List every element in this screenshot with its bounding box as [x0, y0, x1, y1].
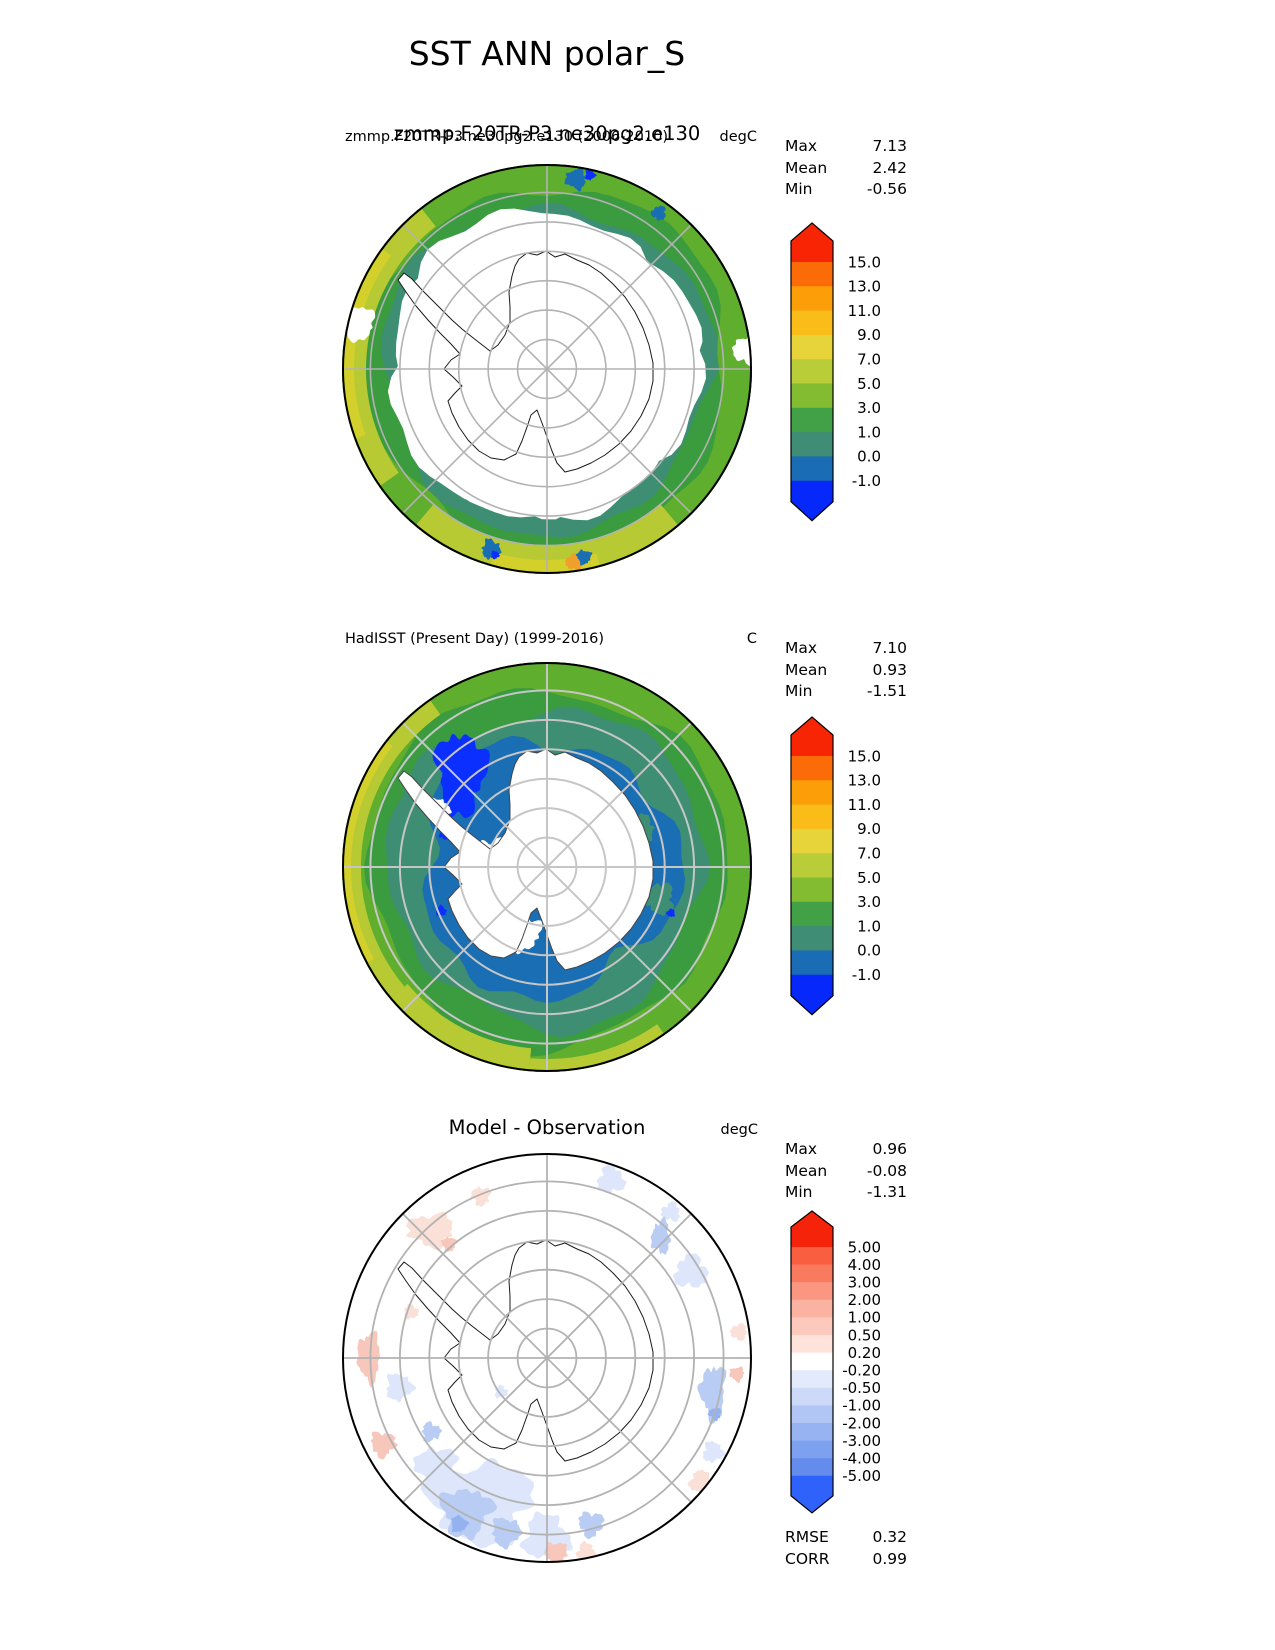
svg-text:0.20: 0.20 [848, 1344, 881, 1362]
stat-value: -0.08 [866, 1161, 907, 1180]
colorbar-model-sst: 15.0 13.0 11.0 9.0 7.0 5.0 3.0 1.0 0.0 -1.0 [790, 222, 881, 522]
panel1-stats: Max 7.13 Mean 2.42 Min -0.56 [785, 136, 907, 201]
panel1-title-left: zmmp.F20TR-P3.ne30pg2.e130 (2006-2010) [345, 129, 668, 145]
stat-row: Mean 2.42 [785, 158, 907, 180]
svg-text:9.0: 9.0 [857, 326, 881, 344]
colorbar-diff: 5.004.003.002.001.000.500.20-0.20-0.50-1… [790, 1210, 881, 1514]
svg-text:1.0: 1.0 [857, 423, 881, 441]
svg-text:-4.00: -4.00 [842, 1450, 881, 1468]
svg-text:5.0: 5.0 [857, 375, 881, 393]
map-hadisst-sst [342, 662, 752, 1072]
svg-text:3.0: 3.0 [857, 893, 881, 911]
svg-text:5.00: 5.00 [848, 1238, 881, 1256]
svg-text:-2.00: -2.00 [842, 1414, 881, 1432]
svg-text:5.0: 5.0 [857, 869, 881, 887]
svg-text:-1.0: -1.0 [852, 472, 881, 490]
stat-value: -1.51 [866, 682, 907, 701]
stat-value: -0.56 [866, 180, 907, 199]
svg-text:3.00: 3.00 [848, 1274, 881, 1292]
svg-text:-1.0: -1.0 [852, 966, 881, 984]
panel3-units-label: degC [720, 1122, 758, 1138]
panel3-stats: Max 0.96 Mean -0.08 Min -1.31 [785, 1139, 907, 1204]
metric-value: 0.99 [872, 1549, 907, 1568]
stat-label: Mean [785, 660, 828, 679]
stat-row: Mean 0.93 [785, 660, 907, 682]
stat-label: Min [785, 682, 813, 701]
stat-value: 0.93 [872, 660, 907, 679]
stat-label: Max [785, 137, 818, 155]
map-model-sst [342, 164, 752, 574]
svg-text:1.00: 1.00 [848, 1309, 881, 1327]
svg-text:13.0: 13.0 [848, 278, 881, 296]
stat-value: 7.13 [872, 137, 907, 155]
stat-row: Mean -0.08 [785, 1161, 907, 1183]
svg-text:0.50: 0.50 [848, 1326, 881, 1344]
svg-text:2.00: 2.00 [848, 1291, 881, 1309]
svg-text:7.0: 7.0 [857, 351, 881, 369]
stat-label: Mean [785, 1161, 828, 1180]
stat-label: Mean [785, 158, 828, 177]
svg-text:-3.00: -3.00 [842, 1432, 881, 1450]
stat-row: Min -1.51 [785, 681, 907, 703]
figure-title: SST ANN polar_S [408, 34, 686, 73]
svg-text:11.0: 11.0 [848, 302, 881, 320]
metric-row: RMSE 0.32 [785, 1527, 907, 1549]
svg-text:1.0: 1.0 [857, 917, 881, 935]
svg-text:15.0: 15.0 [848, 253, 881, 271]
stat-value: 7.10 [872, 639, 907, 657]
metric-value: 0.32 [872, 1528, 907, 1546]
stat-label: Max [785, 639, 818, 657]
stat-value: 2.42 [872, 158, 907, 177]
panel3-metrics: RMSE 0.32 CORR 0.99 [785, 1527, 907, 1570]
svg-text:0.0: 0.0 [857, 448, 881, 466]
stat-row: Min -1.31 [785, 1182, 907, 1204]
stat-value: 0.96 [872, 1140, 907, 1158]
svg-text:-5.00: -5.00 [842, 1467, 881, 1485]
stat-label: Max [785, 1140, 818, 1158]
stat-row: Min -0.56 [785, 179, 907, 201]
stat-label: Min [785, 180, 813, 199]
svg-text:13.0: 13.0 [848, 772, 881, 790]
stat-row: Max 7.10 [785, 638, 907, 660]
svg-text:0.0: 0.0 [857, 942, 881, 960]
svg-text:15.0: 15.0 [848, 747, 881, 765]
svg-text:-0.20: -0.20 [842, 1362, 881, 1380]
svg-text:-1.00: -1.00 [842, 1397, 881, 1415]
panel1-units-label: degC [719, 129, 757, 145]
panel2-units-label: C [746, 631, 757, 647]
panel1-title-center: zmmp.F20TR-P3.ne30pg2.e130 [393, 122, 701, 145]
panel3-title-center: Model - Observation [448, 1116, 646, 1139]
panel2-stats: Max 7.10 Mean 0.93 Min -1.51 [785, 638, 907, 703]
stat-value: -1.31 [866, 1183, 907, 1202]
svg-text:9.0: 9.0 [857, 820, 881, 838]
svg-text:11.0: 11.0 [848, 796, 881, 814]
stat-row: Max 7.13 [785, 136, 907, 158]
stat-label: Min [785, 1183, 813, 1202]
map-model-minus-obs [342, 1153, 752, 1563]
stat-row: Max 0.96 [785, 1139, 907, 1161]
svg-text:4.00: 4.00 [848, 1256, 881, 1274]
svg-text:3.0: 3.0 [857, 399, 881, 417]
metric-row: CORR 0.99 [785, 1549, 907, 1571]
panel2-title-left: HadISST (Present Day) (1999-2016) [345, 631, 605, 647]
metric-label: CORR [785, 1549, 830, 1568]
svg-text:-0.50: -0.50 [842, 1379, 881, 1397]
svg-text:7.0: 7.0 [857, 845, 881, 863]
colorbar-obs-sst: 15.0 13.0 11.0 9.0 7.0 5.0 3.0 1.0 0.0 -1.0 [790, 716, 881, 1016]
metric-label: RMSE [785, 1528, 829, 1546]
